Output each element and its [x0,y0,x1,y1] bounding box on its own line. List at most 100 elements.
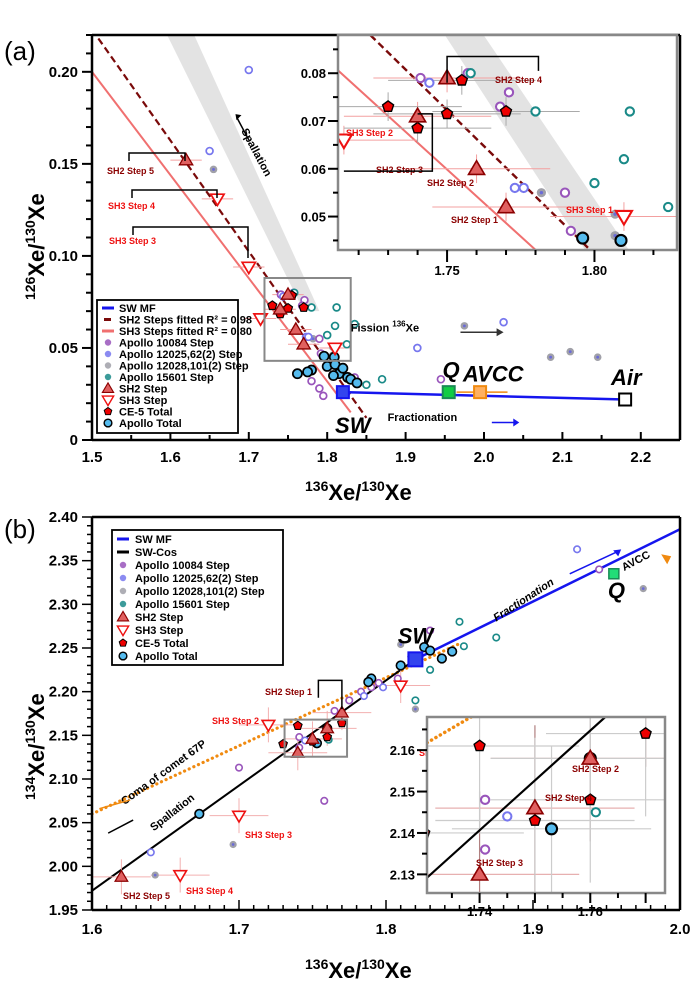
inset-data-point [415,72,426,84]
data-point [337,362,349,374]
legend-box [96,299,239,434]
inset-data-point [576,337,584,345]
data-point [499,317,508,327]
step-callout [131,189,218,198]
legend-marker [116,610,130,622]
data-point [272,301,288,315]
fission-sup: 136 [392,319,406,328]
legend-symbol [104,339,112,346]
legend-symbol [101,381,115,393]
data-point [447,646,458,657]
data-point [330,321,340,331]
x-tick-label: 1.7 [229,921,250,938]
inset-data-point [559,187,571,198]
data-point [234,763,244,772]
endmember-avcc [473,385,488,400]
inset-data-point [662,201,674,213]
legend-marker [116,625,130,638]
legend-label: Apollo 15601 Step [135,599,230,611]
inset-y-tick-label: 0.08 [301,66,326,81]
y-tick-label: 0.15 [49,156,78,173]
step-label: SH3 Step 1 [566,205,613,215]
legend-symbol [118,651,128,661]
x-tick-label: 1.8 [317,449,338,466]
y-tick-label: 2.40 [49,509,78,526]
endmember-sw [407,651,424,668]
y-tick-label: 2.15 [49,727,78,744]
inset-data-point [473,739,486,752]
inset-plot [338,35,677,345]
data-point [455,617,464,626]
legend-label: Apollo 12025,62(2) Step [119,349,243,361]
data-point [342,339,352,349]
endmember-sw [335,385,350,400]
panel-a-y-axis-title: 126Xe/130Xe [22,193,49,300]
data-point [413,343,422,353]
inset-data-point [381,100,395,112]
data-point [113,869,129,882]
inset-y-tick-label: 2.15 [390,785,415,800]
inset-y-tick-label: 2.13 [390,867,415,882]
legend-label: Apollo 15601 Step [119,372,214,384]
data-point [291,368,303,380]
step-label: SH2 Step 1 [451,215,498,225]
data-point [332,303,341,312]
x-tick-label: 1.6 [160,449,181,466]
x-tick-label: 1.5 [82,449,103,466]
panel-b-x-axis-title: 136Xe/130Xe [305,956,412,983]
legend-symbol [104,373,112,381]
inset-data-point [633,278,644,289]
legend-label: SW MF [135,534,172,546]
data-point [319,720,335,734]
x-tick-label: 1.7 [238,449,259,466]
data-point [424,645,436,656]
inset-data-point [424,77,435,88]
data-point [573,545,582,554]
y-tick-label: 0 [70,432,78,449]
legend-marker [104,350,112,358]
x-tick-label: 2.0 [670,921,691,938]
step-label: SH2 Step 3 [376,165,423,175]
x-tick-label: 1.8 [376,921,397,938]
data-point [146,848,155,857]
inset-data-point [496,197,516,214]
data-point [322,330,332,340]
data-point [194,808,205,820]
inset-y-tick-label: 0.06 [301,162,326,177]
data-point [362,380,371,390]
inset-data-point [479,794,491,805]
sw-mf-line [414,528,680,661]
legend-label: SW MF [119,303,156,315]
step-label: SH3 Step 2 [212,716,259,726]
panel-a-label: (a) [4,36,36,66]
step-label: SH2 Step 2 [427,178,474,188]
legend-label: Apollo Total [135,651,198,663]
data-point [436,653,447,664]
legend-marker [118,638,128,647]
fractionation-annotation: Fractionation [388,412,458,424]
legend-symbol [119,574,127,582]
inset-y-tick-label: 0.07 [301,114,326,129]
data-point [322,731,333,742]
data-point [436,374,446,384]
data-point [298,301,309,312]
inset-data-point [455,73,469,86]
legend-marker [119,574,127,582]
inset-data-point [361,736,377,750]
legend-marker [103,406,113,416]
data-point [240,261,257,276]
y-tick-label: 0.05 [49,340,78,357]
inset-data-point [503,87,515,98]
panel-b-y-axis-title: 134Xe/130Xe [22,693,49,800]
data-point [351,377,363,389]
inset-data-point [614,671,622,679]
inset-data-point [565,225,577,237]
inset-data-point [465,68,476,79]
y-tick-label: 2.25 [49,640,78,657]
endmember-q [441,385,456,400]
legend-symbol [104,350,112,358]
x-tick-label: 1.9 [395,449,416,466]
inset-data-point [502,811,513,822]
data-point-center [641,587,645,590]
